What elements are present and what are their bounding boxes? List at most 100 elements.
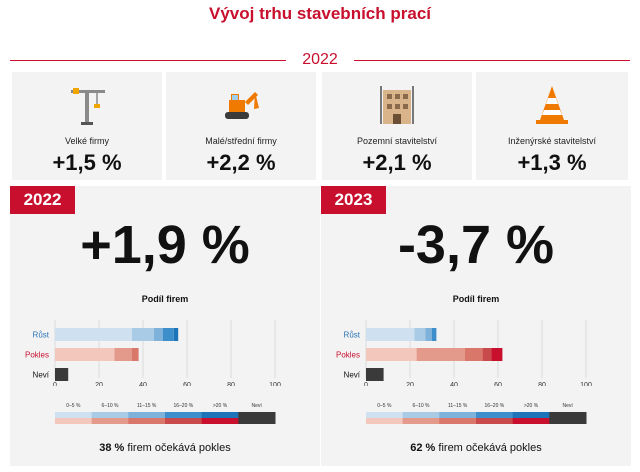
category-label: Inženýrské stavitelství: [507, 136, 597, 146]
summary-percent: 62 %: [410, 442, 436, 454]
legend-swatch-grow: [128, 412, 166, 418]
summary-text: 38 % firem očekává pokles: [10, 442, 320, 454]
legend-swatch-grow: [476, 412, 514, 418]
category-label: Pokles: [336, 351, 360, 360]
category-label: Neví: [33, 371, 50, 380]
legend-swatch-grow: [439, 412, 477, 418]
category-value: +2,1 %: [362, 150, 432, 175]
share-title: Podíl firem: [141, 294, 189, 304]
category-card-small-medium-firms: Malé/střední firmy +2,2 %: [166, 72, 316, 180]
legend-label: >20 %: [524, 403, 539, 409]
tick-label: 60: [183, 382, 191, 386]
year-divider-left: [10, 60, 286, 61]
summary-label: firem očekává pokles: [124, 442, 231, 454]
legend-label: 16–20 %: [484, 403, 504, 409]
legend-swatch-grow: [238, 412, 276, 418]
panel-2022: 2022 +1,9 % Podíl firem 0 20 40 60 80 100 Růst…: [10, 186, 320, 466]
legend-swatch-decline: [439, 418, 477, 424]
bar-segment: [114, 348, 132, 361]
bar-segment: [414, 328, 426, 341]
category-value: +2,2 %: [206, 150, 276, 175]
legend-swatch-decline: [549, 418, 587, 424]
legend-label: 11–15 %: [448, 403, 468, 409]
panel-big-value: -3,7 %: [397, 215, 555, 275]
legend-swatch-decline: [91, 418, 129, 424]
legend-swatch-grow: [55, 412, 93, 418]
tick-label: 0: [53, 382, 57, 386]
tick-label: 100: [580, 382, 592, 386]
legend-swatch-grow: [91, 412, 129, 418]
legend-bar-2023: 0–5 % 6–10 % 11–15 % 16–20 % >20 % Neví: [366, 403, 587, 424]
category-value: +1,5 %: [52, 150, 122, 175]
category-value: +1,3 %: [517, 150, 587, 175]
bar-segment: [482, 348, 492, 361]
legend-swatch-decline: [55, 418, 93, 424]
category-label: Růst: [33, 331, 50, 340]
category-label: Pokles: [25, 351, 49, 360]
legend-label: Neví: [252, 403, 263, 409]
panel-big-value: +1,9 %: [80, 215, 250, 275]
category-card-building-construction: Pozemní stavitelství +2,1 %: [322, 72, 472, 180]
tick-label: 20: [95, 382, 103, 386]
bar-segment: [55, 368, 69, 381]
category-card-large-firms: Velké firmy +1,5 %: [12, 72, 162, 180]
bar-segment: [416, 348, 465, 361]
bar-segment: [55, 328, 132, 341]
category-label: Malé/střední firmy: [205, 136, 277, 146]
bar-segment: [154, 328, 163, 341]
tick-label: 40: [139, 382, 147, 386]
building-icon: [380, 86, 414, 124]
legend-label: 6–10 %: [102, 403, 120, 409]
legend-swatch-decline: [476, 418, 514, 424]
panel-year-badge: 2023: [321, 186, 386, 214]
category-label: Velké firmy: [64, 136, 109, 146]
legend-swatch-grow: [402, 412, 440, 418]
tick-label: 100: [269, 382, 281, 386]
legend-swatch-grow: [366, 412, 404, 418]
excavator-icon: [225, 92, 259, 119]
legend-bar-2022: 0–5 % 6–10 % 11–15 % 16–20 % >20 % Neví: [55, 403, 276, 424]
tower-crane-icon: [71, 88, 105, 125]
bar-segment: [491, 348, 503, 361]
stacked-bar-chart-2023: 0 20 40 60 80 100 Růst Pokles Neví: [336, 320, 592, 386]
legend-swatch-grow: [549, 412, 587, 418]
summary-label: firem očekává pokles: [435, 442, 542, 454]
bar-segment: [366, 368, 384, 381]
legend-label: Neví: [563, 403, 574, 409]
summary-text: 62 % firem očekává pokles: [321, 442, 631, 454]
legend-swatch-decline: [366, 418, 404, 424]
legend-swatch-grow: [201, 412, 239, 418]
legend-swatch-decline: [201, 418, 239, 424]
bar-segment: [162, 328, 174, 341]
tick-label: 80: [227, 382, 235, 386]
bar-segment: [132, 348, 139, 361]
bar-segment: [465, 348, 483, 361]
category-label: Neví: [344, 371, 361, 380]
tick-label: 0: [364, 382, 368, 386]
panel-year-badge: 2022: [10, 186, 75, 214]
panel-2023: 2023 -3,7 % Podíl firem 0 20 40 60 80 100 Růst…: [321, 186, 631, 466]
tick-label: 60: [494, 382, 502, 386]
tick-label: 40: [450, 382, 458, 386]
stacked-bar-chart-2022: 0 20 40 60 80 100 Růst Pokles Neví: [25, 320, 281, 386]
bar-segment: [173, 328, 179, 341]
traffic-cone-icon: [536, 86, 568, 124]
bar-segment: [425, 328, 432, 341]
legend-swatch-decline: [402, 418, 440, 424]
legend-label: 0–5 %: [377, 403, 392, 409]
summary-percent: 38 %: [99, 442, 125, 454]
year-divider-right: [354, 60, 630, 61]
category-label: Růst: [344, 331, 361, 340]
bar-segment: [132, 328, 154, 341]
legend-swatch-grow: [512, 412, 550, 418]
legend-swatch-decline: [512, 418, 550, 424]
legend-label: >20 %: [213, 403, 228, 409]
bar-segment: [366, 348, 417, 361]
bar-segment: [55, 348, 115, 361]
legend-label: 6–10 %: [413, 403, 431, 409]
page-title: Vývoj trhu stavebních prací: [208, 4, 431, 23]
legend-label: 0–5 %: [66, 403, 81, 409]
legend-swatch-decline: [165, 418, 203, 424]
year-label: 2022: [302, 51, 338, 68]
bar-segment: [366, 328, 415, 341]
